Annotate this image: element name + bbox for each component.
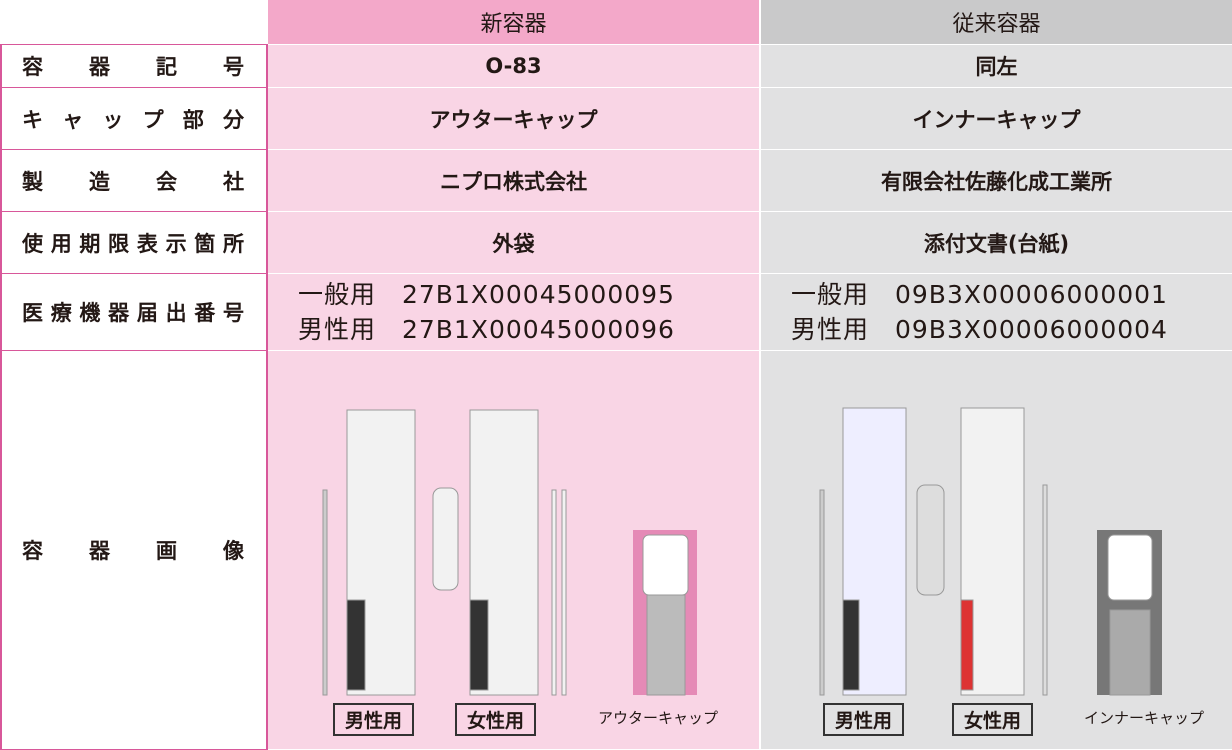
table-cell: 同左 bbox=[761, 45, 1232, 87]
row-label-text: 使用期限表示箇所 bbox=[22, 231, 246, 256]
row-label-text: 製造会社 bbox=[22, 169, 246, 194]
table-cell: O-83 bbox=[268, 45, 759, 87]
table-cell: 外袋 bbox=[268, 212, 759, 273]
image-caption: アウターキャップ bbox=[598, 709, 719, 727]
cell-text: 男性用 27B1X00045000096 bbox=[298, 315, 675, 344]
cell-text: 一般用 27B1X00045000095 bbox=[298, 280, 675, 309]
table-cell: アウターキャップ bbox=[268, 88, 759, 149]
row-label-text: 容器画像 bbox=[22, 539, 246, 563]
cell-text: 外袋 bbox=[492, 231, 535, 256]
table-cell: インナーキャップ bbox=[761, 88, 1232, 149]
row-label: キャップ部分 bbox=[0, 87, 268, 150]
cell-text: アウターキャップ bbox=[429, 107, 598, 132]
column-header: 従来容器 bbox=[761, 0, 1232, 44]
table-cell: 一般用 09B3X00006000001 男性用 09B3X00006000004 bbox=[761, 274, 1232, 350]
cell-text: 有限会社佐藤化成工業所 bbox=[881, 169, 1112, 194]
cell-text: ニプロ株式会社 bbox=[440, 169, 587, 194]
cell-text: 男性用 09B3X00006000004 bbox=[791, 315, 1168, 344]
cell-text: O-83 bbox=[485, 54, 542, 78]
row-label: 製造会社 bbox=[0, 149, 268, 212]
table-cell: 一般用 27B1X00045000095 男性用 27B1X00045000096 bbox=[268, 274, 759, 350]
image-caption: 女性用 bbox=[952, 703, 1034, 736]
image-caption: 男性用 bbox=[333, 703, 415, 736]
row-label-text: 医療機器届出番号 bbox=[22, 301, 246, 325]
row-label-text: キャップ部分 bbox=[22, 107, 246, 132]
cell-text: 同左 bbox=[975, 55, 1018, 79]
image-caption: インナーキャップ bbox=[1084, 709, 1205, 727]
table-cell: ニプロ株式会社 bbox=[268, 150, 759, 211]
image-caption: 女性用 bbox=[455, 703, 537, 736]
image-caption: 男性用 bbox=[823, 703, 905, 736]
cell-text: インナーキャップ bbox=[912, 107, 1081, 132]
row-label-text: 容器記号 bbox=[22, 55, 246, 79]
table-cell: 添付文書(台紙) bbox=[761, 212, 1232, 273]
table-cell: 有限会社佐藤化成工業所 bbox=[761, 150, 1232, 211]
column-header: 新容器 bbox=[268, 0, 759, 44]
cell-text: 添付文書(台紙) bbox=[923, 231, 1070, 256]
cell-text: 一般用 09B3X00006000001 bbox=[791, 280, 1168, 309]
